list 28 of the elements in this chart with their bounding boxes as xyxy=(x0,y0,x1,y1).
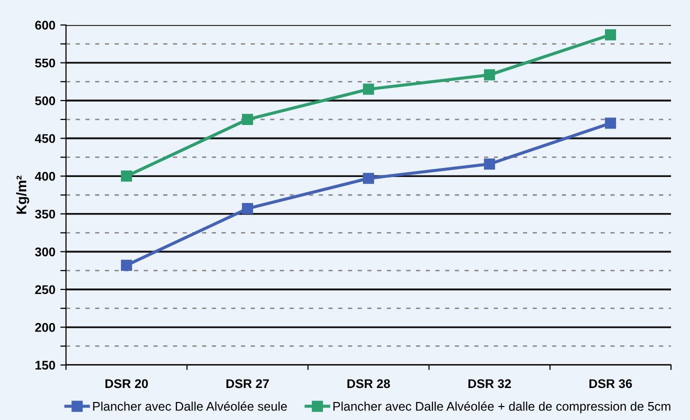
x-tick-label: DSR 27 xyxy=(226,379,269,388)
point xyxy=(242,203,254,214)
y-tick-label: 200 xyxy=(35,323,56,332)
y-tick-label: 150 xyxy=(36,360,56,370)
point xyxy=(604,118,616,129)
y-tick-label: 450 xyxy=(34,134,56,143)
point xyxy=(484,69,496,80)
x-tick-label: DSR 20 xyxy=(105,379,148,388)
point xyxy=(362,84,374,95)
y-tick-label: 550 xyxy=(35,58,56,68)
x-tick-label: DSR 32 xyxy=(468,379,511,388)
y-tick-label: 350 xyxy=(35,210,56,219)
y-tick-label: 400 xyxy=(34,172,56,181)
y-tick-label: 250 xyxy=(35,285,56,294)
legend-label: Plancher avec Dalle Alvéolée seule xyxy=(93,401,287,411)
point xyxy=(484,158,496,170)
y-tick-label: 500 xyxy=(35,96,56,106)
y-axis-title: Kg/m² xyxy=(16,176,30,214)
x-tick-label: DSR 36 xyxy=(589,379,632,388)
point xyxy=(362,172,374,184)
point xyxy=(604,29,616,40)
y-tick-label: 300 xyxy=(35,247,56,256)
x-tick-label: DSR 28 xyxy=(347,379,390,388)
legend-label: Plancher avec Dalle Alvéolée + dalle de compression de 5cm xyxy=(333,401,670,414)
point xyxy=(120,170,132,182)
point xyxy=(120,260,132,271)
y-tick-label: 600 xyxy=(35,20,56,30)
point xyxy=(242,114,254,125)
